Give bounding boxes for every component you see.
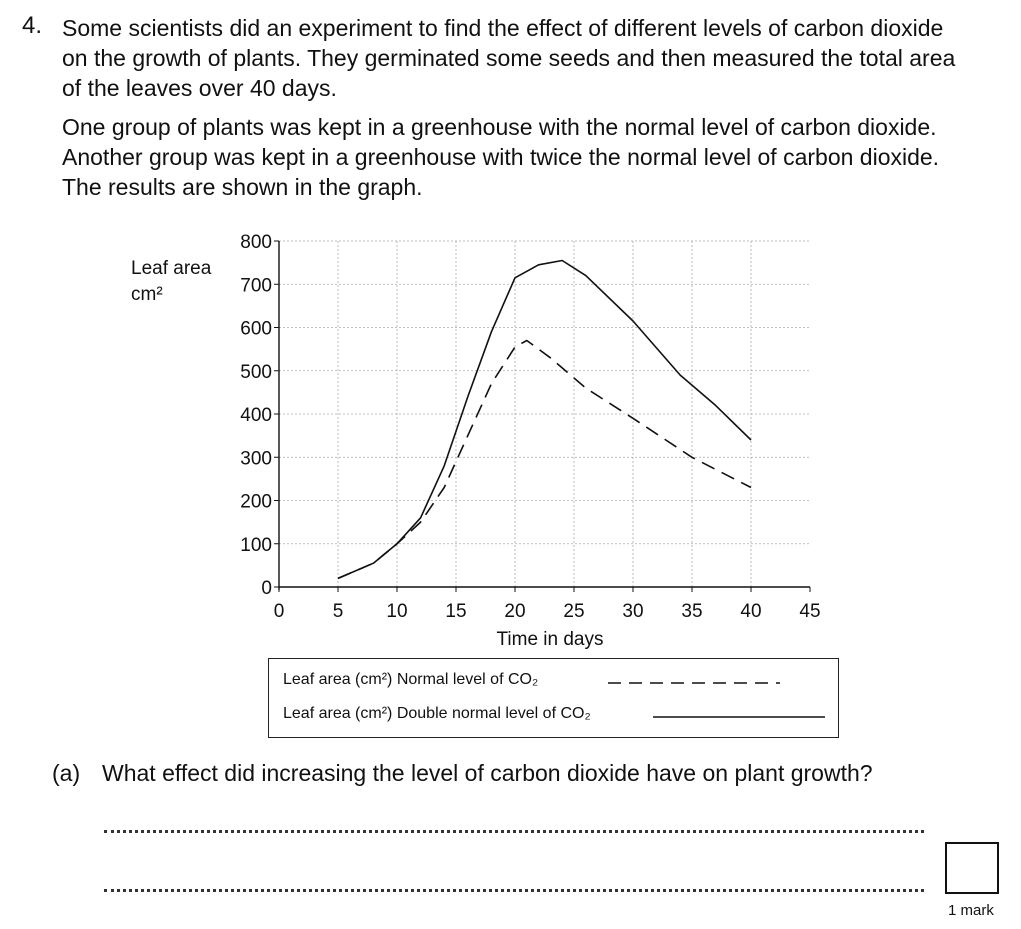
part-a-question: (a) What effect did increasing the level … — [52, 760, 873, 787]
x-tick-label: 20 — [504, 601, 525, 622]
question-number: 4. — [22, 12, 43, 39]
legend-label-normal: Leaf area (cm²) Normal level of CO₂ — [283, 671, 539, 688]
part-a-label: (a) — [52, 760, 81, 786]
legend-entry-normal: Leaf area (cm²) Normal level of CO₂ — [283, 669, 824, 693]
chart-legend: Leaf area (cm²) Normal level of CO₂ Leaf… — [268, 658, 839, 738]
x-tick-label: 15 — [445, 601, 466, 622]
answer-line[interactable] — [104, 889, 924, 892]
x-axis-label: Time in days — [497, 629, 604, 650]
legend-entry-double: Leaf area (cm²) Double normal level of C… — [283, 703, 825, 727]
series-line-normal-co2 — [337, 339, 752, 580]
legend-swatch-solid — [653, 716, 825, 718]
x-tick-label: 35 — [681, 601, 702, 622]
x-tick-label: 10 — [386, 601, 407, 622]
leaf-area-chart: 0 100 200 300 400 500 600 700 800 0 5 10 15 20 25 30 35 4… — [131, 232, 821, 650]
y-tick-label: 400 — [240, 405, 272, 426]
y-tick-label: 300 — [240, 448, 272, 469]
mark-label: 1 mark — [948, 902, 994, 919]
y-tick-label: 100 — [240, 535, 272, 556]
y-tick-label: 0 — [261, 578, 272, 599]
y-tick-label: 800 — [240, 232, 272, 253]
y-tick-label: 700 — [240, 275, 272, 296]
y-tick-label: 500 — [240, 362, 272, 383]
y-tick-label: 600 — [240, 319, 272, 340]
x-tick-label: 45 — [799, 601, 820, 622]
x-tick-label: 5 — [333, 601, 344, 622]
x-tick-label: 30 — [622, 601, 643, 622]
x-tick-label: 0 — [274, 601, 285, 622]
mark-box[interactable] — [945, 842, 999, 894]
series-line-double-co2 — [337, 259, 752, 580]
question-intro-2: One group of plants was kept in a greenh… — [62, 114, 940, 200]
answer-line[interactable] — [104, 830, 924, 833]
y-axis-label: Leaf area — [131, 258, 212, 279]
question-intro-1: Some scientists did an experiment to fin… — [62, 15, 956, 101]
legend-label-double: Leaf area (cm²) Double normal level of C… — [283, 705, 591, 722]
y-axis-unit: cm² — [131, 284, 163, 305]
legend-swatch-dashed — [608, 682, 780, 684]
y-tick-label: 200 — [240, 492, 272, 513]
x-tick-label: 25 — [563, 601, 584, 622]
x-tick-label: 40 — [740, 601, 761, 622]
part-a-text: What effect did increasing the level of … — [102, 760, 873, 786]
